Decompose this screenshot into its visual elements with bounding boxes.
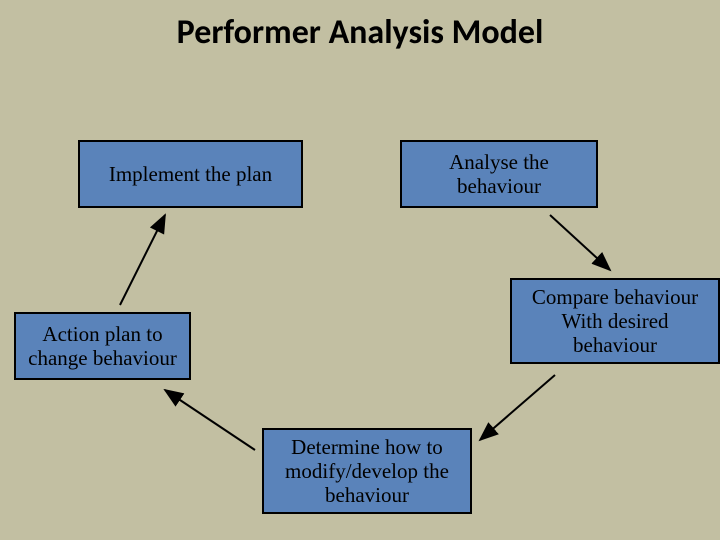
edge-arrow [550,215,610,270]
edge-arrow [480,375,555,440]
edge-arrow [120,215,165,305]
arrows-layer [0,0,720,540]
edge-arrow [165,390,255,450]
